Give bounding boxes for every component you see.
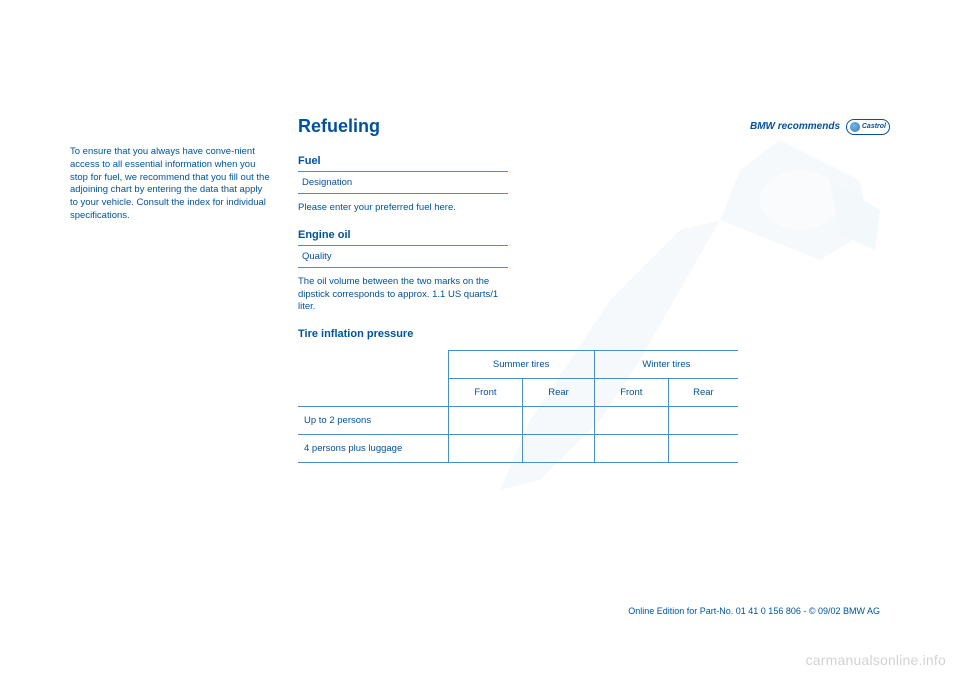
fuel-designation-value[interactable] [370, 172, 508, 194]
fuel-table: Designation [298, 171, 508, 194]
col-summer-front: Front [448, 379, 523, 407]
cell-value[interactable] [594, 407, 668, 435]
summer-tires-header: Summer tires [448, 351, 594, 379]
row-label: 4 persons plus luggage [298, 435, 448, 463]
oil-note: The oil volume between the two marks on … [298, 276, 508, 314]
cell-value[interactable] [668, 435, 738, 463]
castrol-logo: Castrol [846, 119, 890, 135]
oil-table: Quality [298, 245, 508, 268]
recommends-badge: BMW recommends Castrol [750, 119, 890, 135]
oil-quality-value[interactable] [370, 245, 508, 267]
table-row: 4 persons plus luggage [298, 435, 738, 463]
cell-value[interactable] [668, 407, 738, 435]
tire-pressure-table: Summer tires Winter tires Front Rear Fro… [298, 350, 738, 463]
intro-text: To ensure that you always have conve-nie… [70, 116, 270, 463]
col-summer-rear: Rear [523, 379, 594, 407]
winter-tires-header: Winter tires [594, 351, 738, 379]
tire-heading: Tire inflation pressure [298, 328, 890, 340]
row-label: Up to 2 persons [298, 407, 448, 435]
table-row: Up to 2 persons [298, 407, 738, 435]
footer-text: Online Edition for Part-No. 01 41 0 156 … [628, 606, 880, 616]
cell-value[interactable] [448, 435, 523, 463]
fuel-designation-label: Designation [298, 172, 370, 194]
oil-quality-label: Quality [298, 245, 370, 267]
cell-value[interactable] [523, 407, 594, 435]
cell-value[interactable] [594, 435, 668, 463]
cell-value[interactable] [448, 407, 523, 435]
cell-value[interactable] [523, 435, 594, 463]
watermark: carmanualsonline.info [806, 652, 946, 668]
oil-heading: Engine oil [298, 229, 890, 241]
col-winter-front: Front [594, 379, 668, 407]
col-winter-rear: Rear [668, 379, 738, 407]
fuel-heading: Fuel [298, 155, 890, 167]
recommends-text: BMW recommends [750, 121, 840, 132]
fuel-note: Please enter your preferred fuel here. [298, 202, 508, 215]
page-title: Refueling [298, 116, 380, 137]
